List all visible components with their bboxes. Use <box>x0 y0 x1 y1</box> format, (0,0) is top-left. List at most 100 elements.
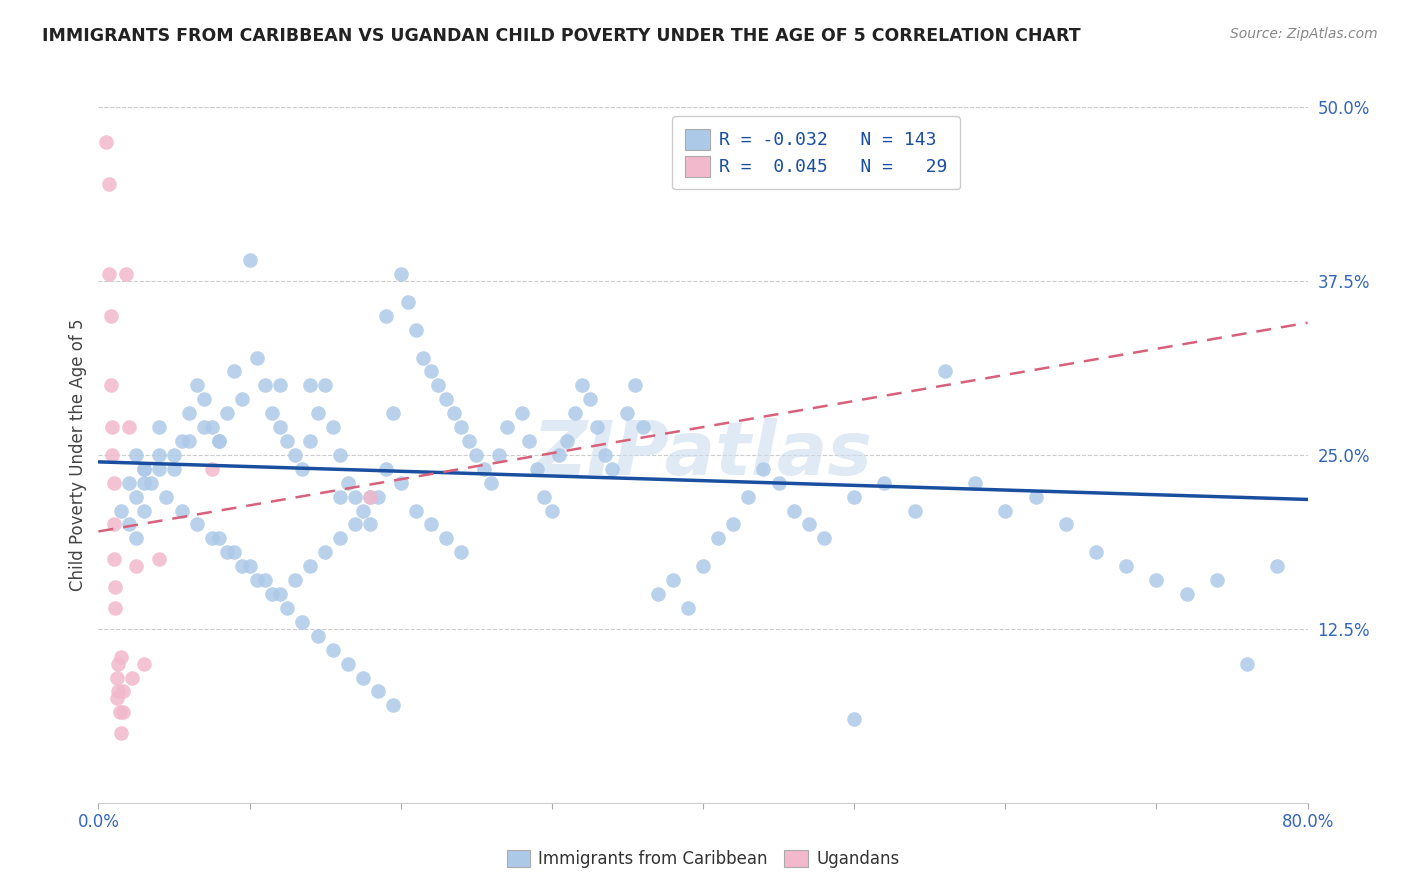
Point <box>797 517 820 532</box>
Point <box>105 671 128 685</box>
Point <box>1115 559 1137 574</box>
Point <box>1236 657 1258 671</box>
Point <box>276 601 298 615</box>
Point <box>465 448 488 462</box>
Point <box>118 475 141 490</box>
Point <box>246 351 269 365</box>
Point <box>121 671 143 685</box>
Point <box>676 601 699 615</box>
Point <box>101 420 124 434</box>
Point <box>367 684 389 698</box>
Point <box>108 706 131 720</box>
Point <box>125 532 148 546</box>
Point <box>125 448 148 462</box>
Point <box>405 323 427 337</box>
Point <box>994 503 1017 517</box>
Point <box>201 462 224 476</box>
Point <box>965 475 987 490</box>
Point <box>1206 573 1229 587</box>
Point <box>904 503 927 517</box>
Point <box>389 475 412 490</box>
Point <box>253 573 276 587</box>
Text: Source: ZipAtlas.com: Source: ZipAtlas.com <box>1230 27 1378 41</box>
Point <box>291 615 314 629</box>
Point <box>329 532 352 546</box>
Point <box>110 649 132 664</box>
Point <box>148 420 170 434</box>
Point <box>103 475 125 490</box>
Point <box>586 420 609 434</box>
Point <box>752 462 775 476</box>
Point <box>105 691 128 706</box>
Point <box>107 684 129 698</box>
Point <box>707 532 730 546</box>
Point <box>723 517 745 532</box>
Point <box>186 378 208 392</box>
Point <box>412 351 434 365</box>
Point <box>495 420 517 434</box>
Point <box>1267 559 1289 574</box>
Point <box>132 657 155 671</box>
Point <box>104 601 127 615</box>
Point <box>662 573 685 587</box>
Point <box>231 559 253 574</box>
Point <box>269 587 291 601</box>
Point <box>179 434 201 448</box>
Point <box>457 434 479 448</box>
Point <box>193 420 215 434</box>
Point <box>360 490 382 504</box>
Point <box>322 420 344 434</box>
Point <box>208 532 231 546</box>
Point <box>299 559 322 574</box>
Point <box>382 406 405 420</box>
Point <box>118 517 141 532</box>
Point <box>367 490 389 504</box>
Point <box>374 309 396 323</box>
Point <box>329 448 352 462</box>
Point <box>540 503 562 517</box>
Point <box>155 490 177 504</box>
Point <box>170 434 193 448</box>
Point <box>148 448 170 462</box>
Point <box>1175 587 1198 601</box>
Point <box>336 475 359 490</box>
Point <box>307 406 329 420</box>
Point <box>564 406 586 420</box>
Point <box>844 490 866 504</box>
Point <box>125 559 148 574</box>
Point <box>118 420 141 434</box>
Point <box>450 545 472 559</box>
Point <box>434 392 457 407</box>
Point <box>98 267 121 281</box>
Point <box>100 309 122 323</box>
Point <box>624 378 647 392</box>
Point <box>262 406 284 420</box>
Legend: R = -0.032   N = 143, R =  0.045   N =   29: R = -0.032 N = 143, R = 0.045 N = 29 <box>672 116 960 189</box>
Point <box>548 448 571 462</box>
Point <box>533 490 555 504</box>
Point <box>231 392 253 407</box>
Point <box>382 698 405 713</box>
Point <box>1144 573 1167 587</box>
Point <box>201 532 224 546</box>
Point <box>352 503 374 517</box>
Point <box>427 378 450 392</box>
Point <box>481 475 503 490</box>
Point <box>299 378 322 392</box>
Point <box>239 559 262 574</box>
Point <box>602 462 624 476</box>
Point <box>420 364 443 378</box>
Point <box>405 503 427 517</box>
Point <box>132 475 155 490</box>
Point <box>239 253 262 268</box>
Point <box>201 420 224 434</box>
Point <box>307 629 329 643</box>
Point <box>692 559 714 574</box>
Point <box>141 475 163 490</box>
Point <box>472 462 495 476</box>
Point <box>114 267 136 281</box>
Point <box>103 517 125 532</box>
Point <box>101 448 124 462</box>
Point <box>783 503 806 517</box>
Point <box>148 552 170 566</box>
